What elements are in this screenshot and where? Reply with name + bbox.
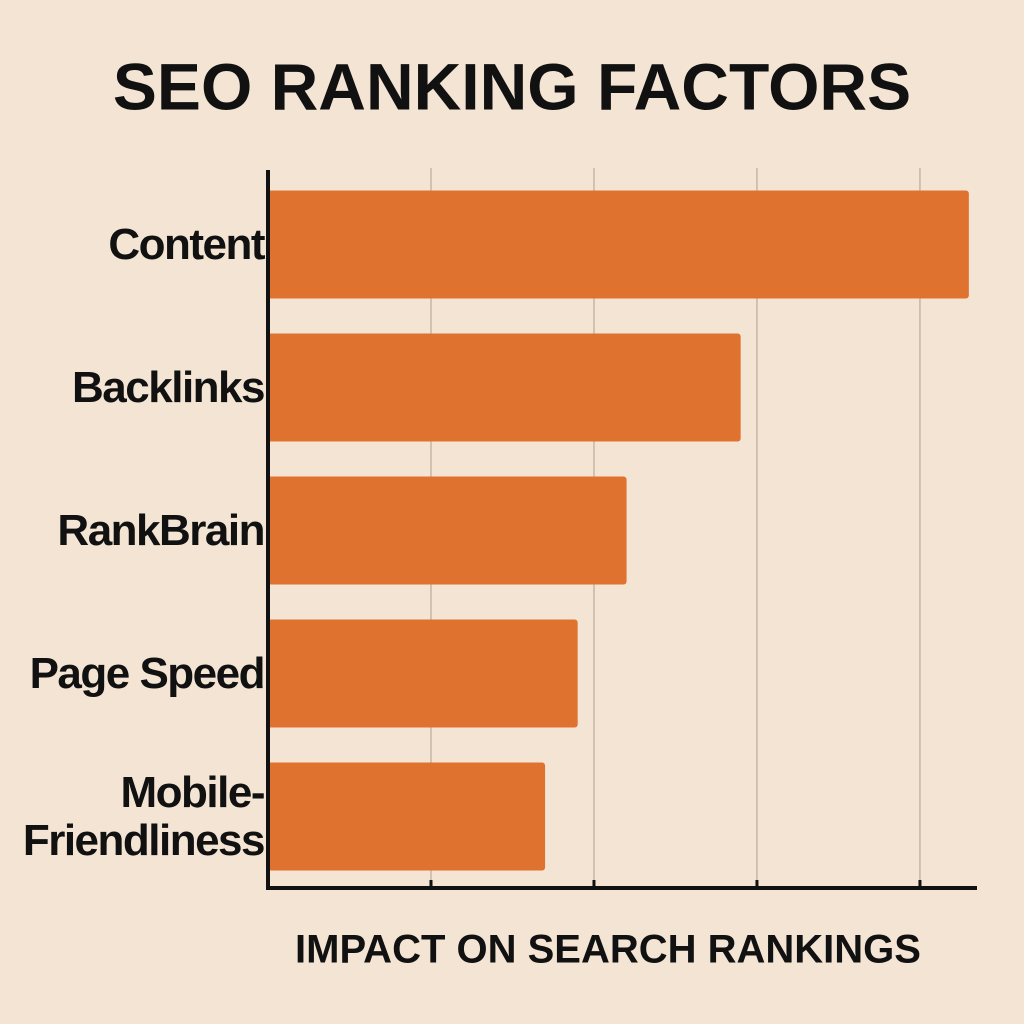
bar	[268, 333, 741, 442]
bar	[268, 190, 969, 299]
bar	[268, 619, 578, 728]
bar	[268, 762, 546, 871]
y-tick-label: Backlinks	[72, 362, 265, 412]
chart-title: SEO RANKING FACTORS	[113, 49, 911, 123]
y-tick-label: Content	[108, 219, 265, 269]
x-axis-title: IMPACT ON SEARCH RANKINGS	[295, 928, 921, 972]
y-tick-label: Page Speed	[29, 648, 266, 698]
bar	[268, 476, 627, 585]
y-tick-label: RankBrain	[57, 505, 265, 555]
y-tick-label: Mobile-Friendliness	[22, 767, 266, 865]
